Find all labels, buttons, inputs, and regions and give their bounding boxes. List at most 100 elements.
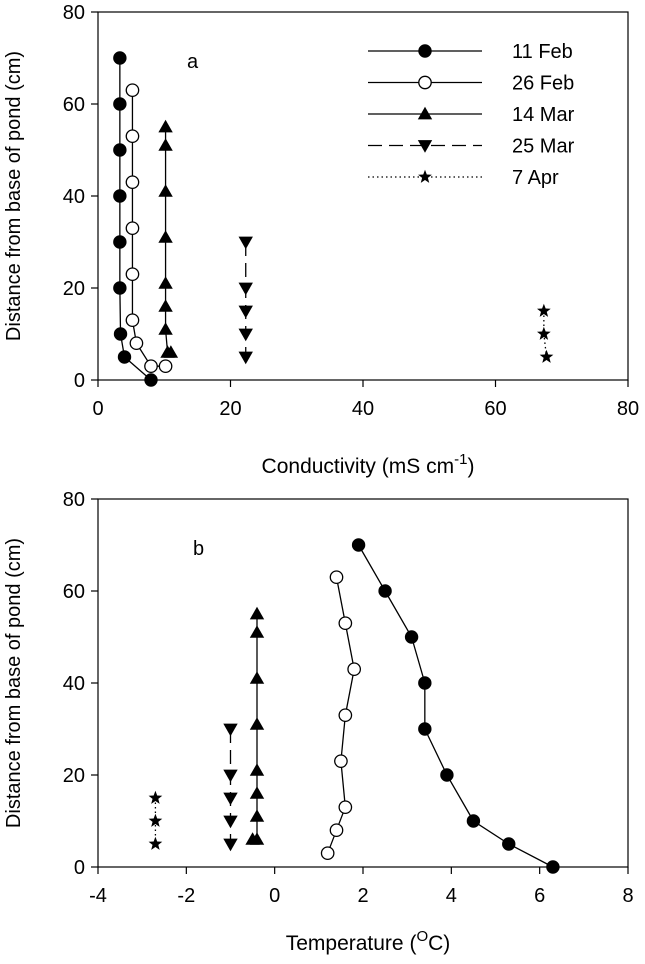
legend-marker [417,106,433,120]
y-tick-label: 60 [63,94,85,116]
data-point [418,722,432,736]
chart-panel-a: 0 20 40 60 80 0 20 40 60 80 Conductivity (mS cm-1)… [3,2,639,478]
data-point [113,327,128,341]
data-point [125,129,140,144]
data-point [546,860,560,874]
x-tick-label: 8 [622,885,633,907]
data-point [249,671,265,684]
series-25-mar [223,723,238,852]
data-point [158,138,173,151]
legend-label: 26 Feb [512,73,574,95]
x-tick-label: 4 [446,885,457,907]
series-7-apr [148,790,163,850]
series-11-feb [113,51,158,387]
data-point [148,790,163,804]
data-point [249,809,265,822]
data-point [245,832,260,845]
data-point [148,836,163,850]
data-point [238,236,253,250]
data-point [125,221,140,236]
data-point [223,792,238,806]
data-point [347,662,362,677]
data-point [158,119,173,133]
data-point [418,676,432,690]
data-point [537,326,551,340]
data-point [129,336,144,351]
data-point [338,616,353,631]
data-point [329,823,344,838]
x-tick-label: 40 [352,398,374,420]
legend: 11 Feb 26 Feb 14 Mar 25 Mar 7 Apr [368,41,575,189]
y-tick-label: 80 [63,489,85,511]
data-point [158,230,173,243]
y-tick-label: 40 [63,673,85,695]
data-point [113,97,127,111]
series-25-mar [238,236,253,365]
legend-marker [418,169,432,183]
data-point [113,235,127,249]
data-point [158,322,173,335]
x-tick-label: 20 [219,398,241,420]
y-tick-label: 80 [63,2,85,24]
data-point [320,846,335,861]
legend-label: 7 Apr [512,167,559,189]
data-point [144,373,158,387]
x-tick-label: 2 [357,885,368,907]
series-7-apr [537,303,554,363]
y-tick-label: 40 [63,186,85,208]
data-point [351,538,366,552]
data-point [249,606,265,620]
y-axis-label: Distance from base of pond (cm) [3,51,25,341]
data-point [539,349,554,363]
legend-marker [418,75,432,90]
data-point [238,351,253,365]
data-point [125,313,140,328]
data-point [148,813,163,827]
panel-label: a [187,51,199,73]
y-tick-label: 20 [63,278,85,300]
data-point [125,175,140,190]
x-tick-label: -4 [89,885,107,907]
data-point [117,350,132,364]
legend-label: 11 Feb [512,41,573,63]
series-11-feb [351,538,560,874]
data-point [334,754,348,769]
data-point [249,625,265,638]
x-tick-label: 6 [534,885,545,907]
data-point [158,184,173,197]
data-point [223,769,238,783]
x-tick-label: 0 [92,398,103,420]
data-point [502,837,516,851]
legend-label: 14 Mar [512,104,575,126]
legend-label: 25 Mar [512,136,575,158]
data-point [113,189,127,203]
data-point [249,763,265,776]
legend-marker [418,44,432,58]
panel-label: b [193,538,204,560]
data-point [440,768,454,782]
series-26-feb [125,83,173,374]
data-point [238,328,253,342]
data-point [466,814,481,828]
x-tick-label: 0 [269,885,280,907]
data-point [338,800,353,815]
data-point [338,708,353,723]
data-point [113,51,127,65]
data-point [238,305,253,319]
data-point [249,786,265,799]
y-axis-label: Distance from base of pond (cm) [3,538,25,828]
y-tick-label: 0 [74,370,85,392]
data-point [537,303,551,317]
data-point [329,570,344,585]
data-point [249,717,265,730]
data-point [144,359,158,374]
data-point [113,281,127,295]
plot-frame [97,498,629,868]
x-axis-label: Conductivity (mS cm-1) [262,451,475,478]
data-point [404,630,419,644]
series-14-mar [245,606,265,845]
data-point [223,723,238,737]
data-point [113,143,127,157]
